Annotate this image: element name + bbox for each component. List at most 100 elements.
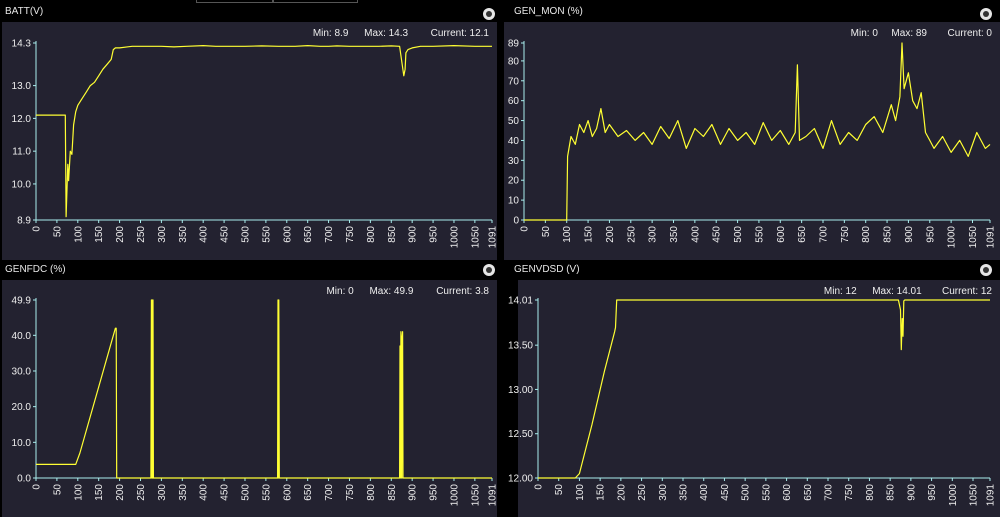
- x-tick-label: 150: [94, 226, 105, 243]
- chart-panel-genvdsd: GENVDSD (V) Current: 12 Max: 14.01 Min: 12…: [502, 258, 1000, 517]
- y-tick-label: 12.00: [508, 474, 533, 485]
- stat-min: Min: 0: [851, 28, 879, 39]
- x-tick-label: 150: [596, 484, 607, 501]
- x-tick-label: 500: [240, 484, 251, 501]
- x-tick-label: 1000: [947, 226, 958, 249]
- series-line: [36, 45, 492, 218]
- stat-max: Max: 89: [891, 28, 927, 39]
- x-tick-label: 100: [562, 226, 573, 243]
- chart-panel-gen-mon: GEN_MON (%) Current: 0 Max: 89 Min: 0 0 10 20…: [502, 0, 1000, 260]
- y-tick-label: 13.0: [12, 81, 32, 92]
- chart-title: GENVDSD (V): [514, 264, 580, 275]
- x-tick-label: 950: [429, 484, 440, 501]
- panel-close-icon[interactable]: [980, 264, 992, 276]
- chart-panel-batt: BATT(V) Current: 12.1 Max: 14.3 Min: 8.9 8.…: [0, 0, 497, 260]
- x-tick-label: 100: [575, 484, 586, 501]
- x-tick-label: 800: [865, 484, 876, 501]
- panel-close-icon[interactable]: [980, 8, 992, 20]
- x-tick-label: 1091: [488, 226, 498, 249]
- x-tick-label: 800: [366, 226, 377, 243]
- x-tick-label: 500: [733, 226, 744, 243]
- x-tick-label: 0: [534, 484, 545, 490]
- x-tick-label: 1050: [470, 484, 481, 507]
- chart-title: GEN_MON (%): [514, 6, 583, 17]
- x-tick-label: 800: [861, 226, 872, 243]
- y-tick-label: 49.9: [12, 296, 32, 307]
- chart-background: [518, 280, 1000, 517]
- x-tick-label: 750: [345, 226, 356, 243]
- x-tick-label: 650: [797, 226, 808, 243]
- y-tick-label: 20.0: [12, 402, 32, 413]
- x-tick-label: 550: [754, 226, 765, 243]
- x-tick-label: 350: [669, 226, 680, 243]
- x-tick-label: 450: [712, 226, 723, 243]
- y-tick-label: 10.0: [12, 438, 32, 449]
- x-tick-label: 1091: [488, 484, 498, 507]
- y-tick-label: 30.0: [12, 366, 32, 377]
- x-tick-label: 400: [199, 484, 210, 501]
- y-tick-label: 30: [508, 156, 520, 167]
- x-tick-label: 0: [32, 226, 43, 232]
- chart-background: [2, 280, 497, 517]
- x-tick-label: 700: [324, 226, 335, 243]
- y-tick-label: 14.01: [508, 296, 533, 307]
- chart-title: BATT(V): [5, 6, 44, 17]
- x-tick-label: 400: [199, 226, 210, 243]
- x-tick-label: 1000: [948, 484, 959, 507]
- x-tick-label: 50: [52, 226, 63, 238]
- stat-current: Current: 12: [942, 286, 992, 297]
- x-tick-label: 750: [345, 484, 356, 501]
- x-tick-label: 100: [73, 226, 84, 243]
- stat-current: Current: 12.1: [431, 28, 490, 39]
- x-tick-label: 850: [387, 226, 398, 243]
- chart-title: GENFDC (%): [5, 264, 66, 275]
- x-tick-label: 250: [136, 484, 147, 501]
- panel-close-icon[interactable]: [483, 8, 495, 20]
- y-tick-label: 13.50: [508, 341, 533, 352]
- x-tick-label: 400: [690, 226, 701, 243]
- chart-background: [2, 22, 497, 260]
- stat-min: Min: 0: [326, 286, 354, 297]
- x-tick-label: 150: [584, 226, 595, 243]
- x-tick-label: 0: [32, 484, 43, 490]
- x-tick-label: 600: [282, 484, 293, 501]
- series-line: [524, 42, 991, 221]
- x-tick-label: 500: [240, 226, 251, 243]
- x-tick-label: 600: [776, 226, 787, 243]
- x-tick-label: 50: [52, 484, 63, 496]
- y-tick-label: 10: [508, 196, 520, 207]
- x-tick-label: 900: [904, 226, 915, 243]
- x-tick-label: 450: [220, 484, 231, 501]
- x-tick-label: 600: [782, 484, 793, 501]
- x-tick-label: 300: [658, 484, 669, 501]
- top-toolbar-fragment-divider: [272, 0, 274, 3]
- chart-svg: Current: 0 Max: 89 Min: 0 0 10 20 30 40 50 60 70 80…: [504, 22, 1000, 260]
- y-tick-label: 12.50: [508, 429, 533, 440]
- y-tick-label: 40: [508, 136, 520, 147]
- x-tick-label: 850: [883, 226, 894, 243]
- x-tick-label: 450: [720, 484, 731, 501]
- x-tick-label: 150: [94, 484, 105, 501]
- x-tick-label: 0: [520, 226, 531, 232]
- panel-close-icon[interactable]: [483, 264, 495, 276]
- x-tick-label: 700: [824, 484, 835, 501]
- y-tick-label: 20: [508, 176, 520, 187]
- x-tick-label: 850: [387, 484, 398, 501]
- x-tick-label: 250: [626, 226, 637, 243]
- x-tick-label: 850: [886, 484, 897, 501]
- x-tick-label: 550: [261, 484, 272, 501]
- x-tick-label: 200: [115, 484, 126, 501]
- x-tick-label: 550: [761, 484, 772, 501]
- y-tick-label: 8.9: [17, 216, 31, 227]
- x-tick-label: 250: [136, 226, 147, 243]
- x-tick-label: 300: [157, 226, 168, 243]
- stat-current: Current: 3.8: [436, 286, 489, 297]
- y-tick-label: 10.0: [12, 179, 32, 190]
- x-tick-label: 900: [408, 484, 419, 501]
- y-tick-label: 89: [508, 39, 520, 50]
- x-tick-label: 400: [699, 484, 710, 501]
- x-tick-label: 350: [178, 226, 189, 243]
- chart-svg: Current: 12.1 Max: 14.3 Min: 8.9 8.9 10.0 11.…: [2, 22, 498, 260]
- chart-svg: Current: 12 Max: 14.01 Min: 12 12.00 12.50 13…: [508, 280, 1000, 517]
- x-tick-label: 1000: [449, 484, 460, 507]
